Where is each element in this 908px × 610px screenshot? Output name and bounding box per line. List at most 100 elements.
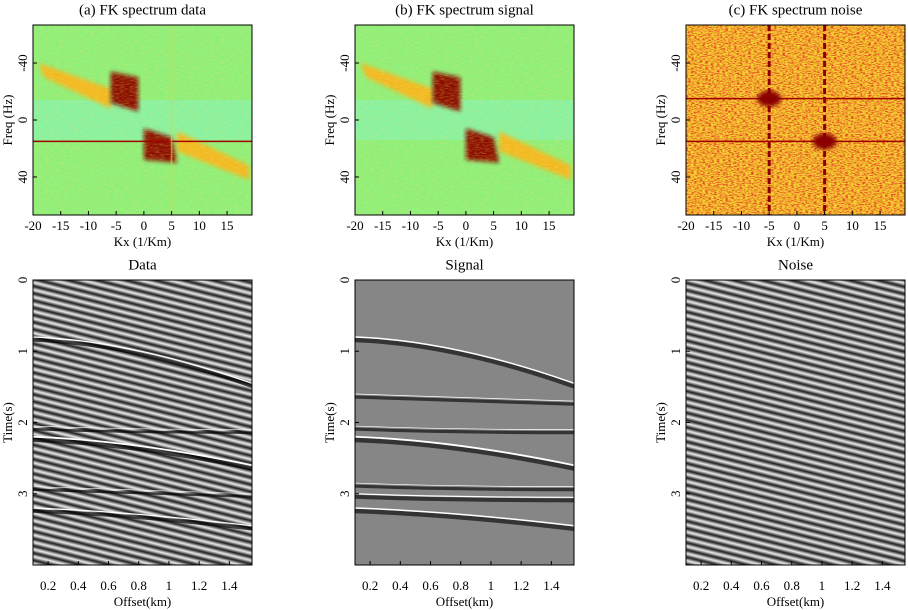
x-tick-label: 0.8: [131, 578, 147, 593]
event-shadow: [33, 427, 252, 434]
x-tick-label: -15: [374, 218, 391, 233]
x-tick-label: 15: [543, 218, 556, 233]
panel-image: [355, 280, 574, 565]
y-tick-label: 0: [668, 117, 683, 124]
panel-title: (c) FK spectrum noise: [729, 2, 863, 18]
y-tick-label: 3: [337, 491, 352, 498]
panel-title: (b) FK spectrum signal: [395, 2, 534, 18]
event: [355, 507, 574, 527]
y-axis-label: Freq (Hz): [0, 95, 15, 146]
event: [355, 393, 574, 402]
event-shadow: [33, 338, 252, 388]
event-shadow: [33, 437, 252, 471]
x-tick-label: 1.2: [844, 578, 860, 593]
x-tick-label: -15: [705, 218, 722, 233]
event-shadow: [355, 337, 574, 389]
y-tick-label: 2: [15, 419, 30, 426]
y-tick-label: 1: [15, 348, 30, 355]
event: [355, 435, 574, 467]
y-tick-label: 40: [15, 170, 30, 183]
panel-title: Signal: [445, 257, 483, 273]
x-tick-label: -10: [733, 218, 750, 233]
event: [33, 435, 252, 467]
y-tick-label: 2: [668, 419, 683, 426]
y-tick-label: 40: [337, 170, 352, 183]
panel-image: [33, 280, 252, 565]
event: [33, 507, 252, 527]
event-shadow: [355, 427, 574, 435]
y-axis-label: Freq (Hz): [322, 95, 337, 146]
x-tick-label: 1.2: [513, 578, 529, 593]
image-content: [33, 25, 252, 215]
panel-image: [355, 25, 574, 215]
y-tick-label: 1: [337, 348, 352, 355]
x-tick-label: 1.4: [874, 578, 891, 593]
panel-image: [686, 25, 905, 215]
y-axis-label: Time(s): [0, 402, 15, 443]
y-tick-label: -40: [15, 54, 30, 71]
blob: [812, 133, 837, 150]
x-axis-label: Kx (1/Km): [436, 234, 493, 249]
x-tick-label: 1.2: [191, 578, 207, 593]
event: [355, 482, 574, 487]
event: [355, 425, 574, 430]
x-axis-label: Kx (1/Km): [767, 234, 824, 249]
image-content: [686, 25, 905, 215]
x-tick-label: 5: [490, 218, 497, 233]
x-tick-label: 5: [168, 218, 175, 233]
panel-title: (a) FK spectrum data: [79, 2, 206, 18]
event-shadow: [33, 509, 252, 531]
x-tick-label: -10: [402, 218, 419, 233]
event-shadow: [355, 437, 574, 471]
x-tick-label: 15: [874, 218, 887, 233]
x-tick-label: -5: [111, 218, 122, 233]
y-tick-label: 0: [15, 277, 30, 284]
event: [355, 493, 574, 498]
image-content: [355, 280, 574, 565]
event: [33, 336, 252, 384]
y-tick-label: 3: [15, 491, 30, 498]
speckle: [355, 25, 574, 215]
x-tick-label: -20: [24, 218, 41, 233]
x-tick-label: -20: [677, 218, 694, 233]
panel-title: Data: [128, 257, 157, 273]
x-tick-label: 0.6: [753, 578, 770, 593]
y-axis-label: Time(s): [653, 402, 668, 443]
image-content: [33, 280, 252, 565]
event-shadow: [33, 488, 252, 498]
x-tick-label: -5: [764, 218, 775, 233]
x-tick-label: 5: [821, 218, 828, 233]
blob: [757, 90, 782, 107]
background: [686, 280, 905, 565]
y-axis-label: Freq (Hz): [653, 95, 668, 146]
y-tick-label: 2: [337, 419, 352, 426]
x-tick-label: 0: [141, 218, 148, 233]
event-shadow: [355, 508, 574, 532]
x-tick-label: -20: [346, 218, 363, 233]
x-tick-label: 0.2: [693, 578, 709, 593]
x-tick-label: 0: [463, 218, 470, 233]
x-tick-label: 1: [166, 578, 173, 593]
x-tick-label: 0.8: [453, 578, 469, 593]
x-tick-label: -15: [52, 218, 69, 233]
x-axis-label: Offset(km): [767, 594, 825, 609]
y-tick-label: 0: [15, 117, 30, 124]
x-tick-label: 1: [819, 578, 826, 593]
x-tick-label: 1.4: [221, 578, 238, 593]
x-tick-label: 0.2: [362, 578, 378, 593]
x-axis-label: Kx (1/Km): [114, 234, 171, 249]
speckle: [686, 25, 905, 215]
event-shadow: [355, 484, 574, 492]
y-tick-label: 1: [668, 348, 683, 355]
y-tick-label: 0: [668, 277, 683, 284]
x-axis-label: Offset(km): [114, 594, 172, 609]
y-tick-label: 3: [668, 491, 683, 498]
y-tick-label: 0: [337, 277, 352, 284]
x-tick-label: 0.4: [723, 578, 740, 593]
x-axis-label: Offset(km): [436, 594, 494, 609]
x-tick-label: 10: [846, 218, 859, 233]
speckle: [33, 25, 252, 215]
